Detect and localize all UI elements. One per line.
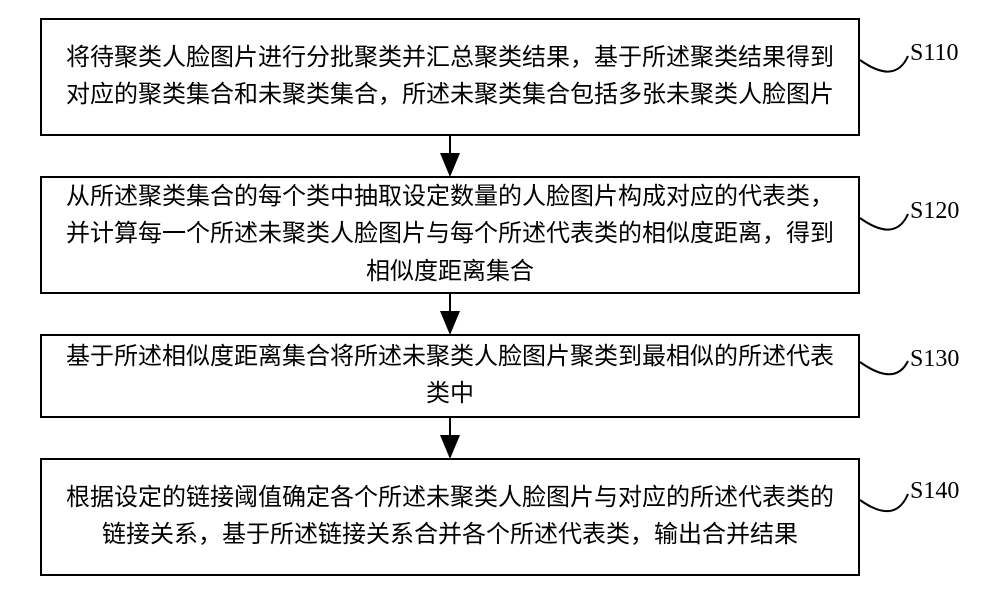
- leader-s140: [860, 494, 908, 511]
- step-text: 从所述聚类集合的每个类中抽取设定数量的人脸图片构成对应的代表类，并计算每一个所述…: [58, 179, 842, 291]
- step-box-s130: 基于所述相似度距离集合将所述未聚类人脸图片聚类到最相似的所述代表类中: [40, 334, 860, 418]
- step-box-s110: 将待聚类人脸图片进行分批聚类并汇总聚类结果，基于所述聚类结果得到对应的聚类集合和…: [40, 18, 860, 136]
- step-label-s130: S130: [910, 346, 959, 373]
- leader-s110: [860, 56, 908, 72]
- leader-s130: [860, 361, 908, 374]
- step-text: 根据设定的链接阈值确定各个所述未聚类人脸图片与对应的所述代表类的链接关系，基于所…: [58, 480, 842, 554]
- step-box-s120: 从所述聚类集合的每个类中抽取设定数量的人脸图片构成对应的代表类，并计算每一个所述…: [40, 176, 860, 294]
- step-text: 将待聚类人脸图片进行分批聚类并汇总聚类结果，基于所述聚类结果得到对应的聚类集合和…: [58, 40, 842, 114]
- leader-s120: [860, 214, 908, 230]
- step-label-s110: S110: [910, 40, 958, 67]
- step-text: 基于所述相似度距离集合将所述未聚类人脸图片聚类到最相似的所述代表类中: [58, 339, 842, 413]
- step-label-s120: S120: [910, 198, 959, 225]
- flowchart-canvas: 将待聚类人脸图片进行分批聚类并汇总聚类结果，基于所述聚类结果得到对应的聚类集合和…: [0, 0, 1000, 600]
- step-label-s140: S140: [910, 478, 959, 505]
- step-box-s140: 根据设定的链接阈值确定各个所述未聚类人脸图片与对应的所述代表类的链接关系，基于所…: [40, 458, 860, 576]
